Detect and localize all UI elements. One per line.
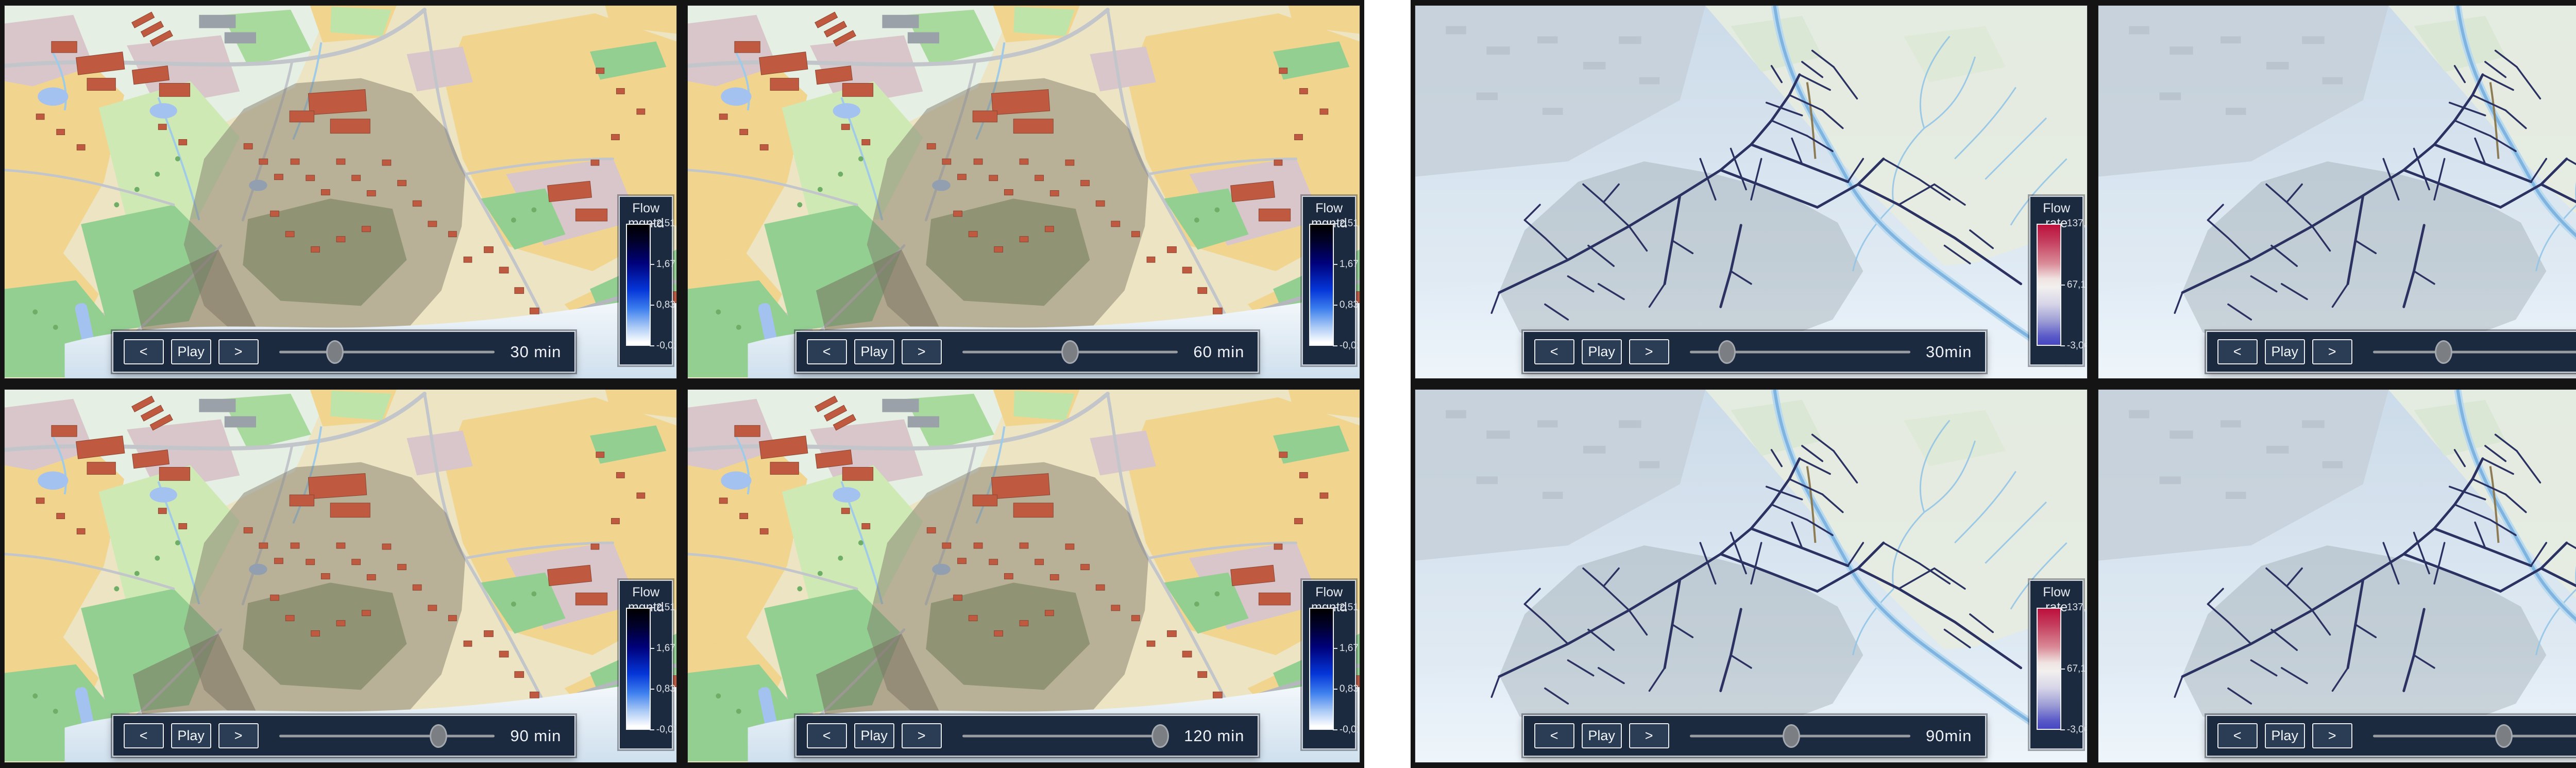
play-button[interactable]: Play — [854, 723, 894, 748]
play-button[interactable]: Play — [2264, 339, 2305, 364]
playback-controls: < Play > 120 min — [795, 715, 1259, 757]
time-slider[interactable] — [1689, 716, 1910, 756]
legend-ticks: 2,51 1,67 0,83 -0,01 — [650, 602, 676, 736]
time-slider-thumb[interactable] — [1718, 340, 1736, 364]
flow-rate-legend: Flow rate 137,33 67,13 -3,06 — [2029, 195, 2087, 366]
time-slider[interactable] — [2372, 716, 2576, 756]
play-button[interactable]: Play — [1581, 723, 1622, 748]
time-slider[interactable] — [279, 332, 495, 372]
step-backward-button[interactable]: < — [2217, 723, 2258, 748]
legend-ticks: 137,33 67,13 -3,06 — [2060, 218, 2087, 352]
playback-controls: < Play > 30min — [1522, 331, 1987, 373]
step-backward-button[interactable]: < — [806, 339, 847, 364]
colorbar — [1309, 607, 1334, 730]
step-backward-button[interactable]: < — [2217, 339, 2258, 364]
step-forward-button[interactable]: > — [218, 339, 259, 364]
time-slider-track[interactable] — [2372, 350, 2576, 354]
legend-ticks: 2,51 1,67 0,83 -0,01 — [650, 218, 676, 352]
flow-magnitude-legend: Flow mgntd 2,51 1,67 0,83 -0,01 — [1301, 195, 1360, 366]
city-terrain-map[interactable] — [688, 390, 1360, 762]
time-slider-track[interactable] — [962, 734, 1169, 738]
step-forward-button[interactable]: > — [1629, 339, 1669, 364]
time-slider[interactable] — [279, 716, 495, 756]
time-slider-thumb[interactable] — [430, 724, 448, 748]
time-slider-track[interactable] — [2372, 734, 2576, 738]
legend-ticks: 2,51 1,67 0,83 -0,01 — [1333, 602, 1360, 736]
playback-controls: < Play > 60 min — [795, 331, 1259, 373]
flow-magnitude-legend: Flow mgntd 2,51 1,67 0,83 -0,01 — [618, 195, 676, 366]
pipe-network-map[interactable] — [2098, 6, 2576, 378]
time-label: 30min — [1925, 342, 1972, 361]
play-button[interactable]: Play — [854, 339, 894, 364]
step-forward-button[interactable]: > — [2312, 723, 2352, 748]
time-slider[interactable] — [2372, 332, 2576, 372]
time-slider-thumb[interactable] — [1061, 340, 1079, 364]
playback-controls: < Play > 30 min — [112, 331, 576, 373]
step-backward-button[interactable]: < — [123, 339, 164, 364]
map-panel-90min-right: < Play > 90min Flow rate 137,33 67,13 -3… — [1415, 389, 2088, 763]
flow-magnitude-legend: Flow mgntd 2,51 1,67 0,83 -0,01 — [1301, 579, 1360, 750]
time-label: 90min — [1925, 726, 1972, 745]
time-slider-thumb[interactable] — [326, 340, 344, 364]
city-terrain-map[interactable] — [5, 6, 676, 378]
legend-ticks: 2,51 1,67 0,83 -0,01 — [1333, 218, 1360, 352]
flow-rate-legend: Flow rate 137,33 67,13 -3,06 — [2029, 579, 2087, 750]
time-slider-thumb[interactable] — [2495, 724, 2513, 748]
colorbar — [1309, 223, 1334, 346]
map-panel-60min-left: < Play > 60 min Flow mgntd 2,51 1,67 0,8… — [687, 5, 1360, 379]
time-slider-thumb[interactable] — [1782, 724, 1800, 748]
colorbar — [2036, 223, 2061, 346]
step-forward-button[interactable]: > — [2312, 339, 2352, 364]
time-slider-track[interactable] — [279, 734, 495, 738]
pipe-network-map[interactable] — [1415, 6, 2087, 378]
map-panel-120min-left: < Play > 120 min Flow mgntd 2,51 1,67 0,… — [687, 389, 1360, 763]
step-backward-button[interactable]: < — [1534, 723, 1574, 748]
time-slider[interactable] — [1689, 332, 1910, 372]
time-slider-thumb[interactable] — [1151, 724, 1170, 748]
step-forward-button[interactable]: > — [218, 723, 259, 748]
colorbar — [625, 607, 651, 730]
flow-rate-group: < Play > 30min Flow rate 137,33 67,13 -3… — [1411, 0, 2576, 768]
flow-magnitude-legend: Flow mgntd 2,51 1,67 0,83 -0,01 — [618, 579, 676, 750]
play-button[interactable]: Play — [171, 723, 211, 748]
play-button[interactable]: Play — [2264, 723, 2305, 748]
group-divider — [1364, 0, 1411, 768]
step-backward-button[interactable]: < — [806, 723, 847, 748]
step-backward-button[interactable]: < — [1534, 339, 1574, 364]
play-button[interactable]: Play — [1581, 339, 1622, 364]
city-terrain-map[interactable] — [688, 6, 1360, 378]
pipe-network-map[interactable] — [2098, 390, 2576, 762]
pipe-network-map[interactable] — [1415, 390, 2087, 762]
map-panel-30min-left: < Play > 30 min Flow mgntd 2,51 1,67 0,8… — [4, 5, 677, 379]
step-forward-button[interactable]: > — [901, 723, 942, 748]
map-panel-30min-right: < Play > 30min Flow rate 137,33 67,13 -3… — [1415, 5, 2088, 379]
colorbar — [625, 223, 651, 346]
playback-controls: < Play > 90 min — [112, 715, 576, 757]
time-label: 60 min — [1193, 342, 1245, 361]
map-panel-90min-left: < Play > 90 min Flow mgntd 2,51 1,67 0,8… — [4, 389, 677, 763]
time-slider-thumb[interactable] — [2434, 340, 2452, 364]
playback-controls: < Play > 90min — [1522, 715, 1987, 757]
time-label: 90 min — [510, 726, 562, 745]
play-button[interactable]: Play — [171, 339, 211, 364]
time-label: 120 min — [1184, 726, 1245, 745]
flow-magnitude-group: < Play > 30 min Flow mgntd 2,51 1,67 0,8… — [0, 0, 1364, 768]
time-label: 30 min — [510, 342, 562, 361]
time-slider[interactable] — [962, 332, 1178, 372]
step-forward-button[interactable]: > — [1629, 723, 1669, 748]
step-forward-button[interactable]: > — [901, 339, 942, 364]
legend-ticks: 137,33 67,13 -3,06 — [2060, 602, 2087, 736]
colorbar — [2036, 607, 2061, 730]
time-slider-track[interactable] — [1689, 350, 1910, 354]
time-slider[interactable] — [962, 716, 1170, 756]
step-backward-button[interactable]: < — [123, 723, 164, 748]
city-terrain-map[interactable] — [5, 390, 676, 762]
time-slider-track[interactable] — [279, 350, 495, 354]
time-slider-track[interactable] — [1689, 734, 1910, 738]
